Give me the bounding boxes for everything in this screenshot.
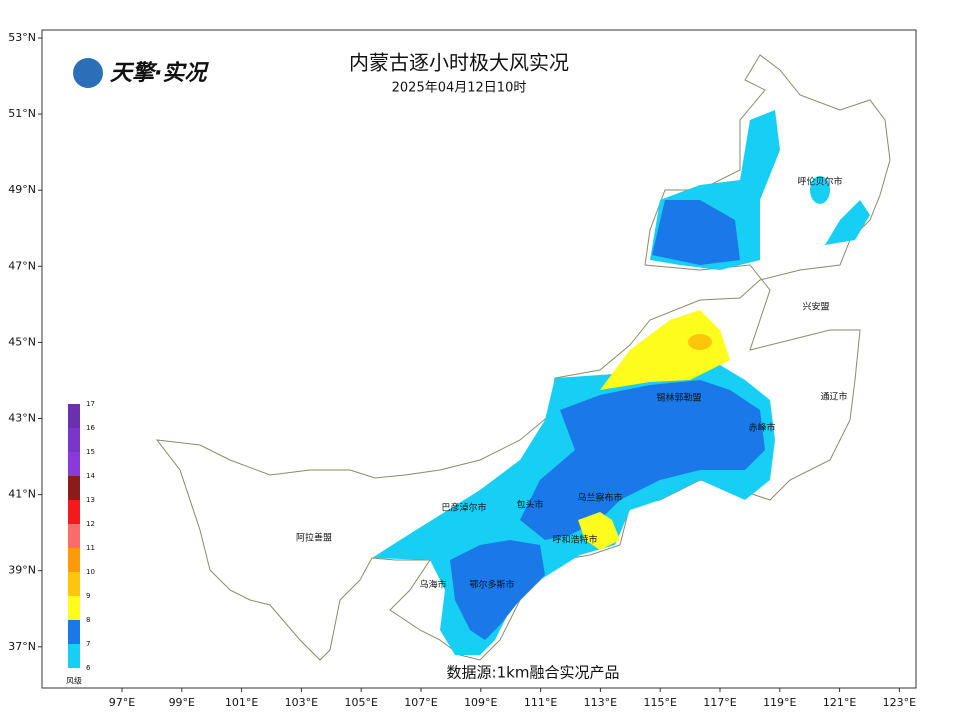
place-label: 赤峰市 — [748, 422, 775, 434]
legend-title: 风级 — [66, 676, 82, 686]
lon-label: 113°E — [584, 696, 617, 709]
wind-area — [688, 334, 712, 350]
lat-label: 39°N — [8, 564, 36, 577]
legend-label: 12 — [86, 520, 95, 528]
legend-swatch — [68, 404, 80, 428]
lon-label: 103°E — [285, 696, 318, 709]
legend-label: 14 — [86, 472, 95, 480]
map-title: 内蒙古逐小时极大风实况 — [349, 51, 569, 75]
legend-swatch — [68, 428, 80, 452]
lat-label: 49°N — [8, 183, 36, 196]
legend-swatch — [68, 452, 80, 476]
place-label: 通辽市 — [820, 391, 847, 403]
lon-label: 121°E — [823, 696, 856, 709]
legend-label: 17 — [86, 400, 95, 408]
lon-label: 117°E — [703, 696, 736, 709]
legend-label: 16 — [86, 424, 95, 432]
map-subtitle: 2025年04月12日10时 — [392, 81, 527, 96]
lat-label: 37°N — [8, 640, 36, 653]
place-label: 阿拉善盟 — [296, 532, 332, 544]
lat-label: 43°N — [8, 412, 36, 425]
legend-label: 13 — [86, 496, 95, 504]
lat-label: 53°N — [8, 31, 36, 44]
lon-label: 99°E — [169, 696, 195, 709]
lat-label: 45°N — [8, 335, 36, 348]
lon-label: 105°E — [344, 696, 377, 709]
wind-area — [450, 540, 545, 640]
lon-label: 111°E — [524, 696, 557, 709]
wind-area — [520, 380, 765, 540]
lon-label: 119°E — [763, 696, 796, 709]
lat-label: 51°N — [8, 107, 36, 120]
lon-label: 109°E — [464, 696, 497, 709]
logo-text: 天擎·实况 — [110, 60, 209, 86]
lat-label: 41°N — [8, 488, 36, 501]
lon-label: 123°E — [883, 696, 916, 709]
legend-label: 10 — [86, 568, 95, 576]
place-label: 锡林郭勒盟 — [656, 392, 701, 404]
source-note: 数据源:1km融合实况产品 — [447, 664, 620, 682]
place-label: 乌兰察布市 — [577, 492, 622, 504]
wind-area — [825, 200, 870, 245]
legend-swatch — [68, 596, 80, 620]
legend-label: 11 — [86, 544, 95, 552]
legend-swatch — [68, 548, 80, 572]
legend-swatch — [68, 620, 80, 644]
lon-label: 101°E — [225, 696, 258, 709]
lon-label: 97°E — [109, 696, 135, 709]
legend-label: 15 — [86, 448, 95, 456]
place-label: 包头市 — [516, 499, 543, 511]
legend-label: 9 — [86, 592, 90, 600]
place-label: 乌海市 — [419, 579, 446, 591]
legend-swatch — [68, 644, 80, 668]
place-label: 呼伦贝尔市 — [797, 176, 842, 188]
legend-label: 7 — [86, 640, 90, 648]
legend-swatch — [68, 524, 80, 548]
place-label: 呼和浩特市 — [552, 534, 597, 546]
place-label: 鄂尔多斯市 — [469, 579, 514, 591]
wind-area — [600, 310, 730, 390]
legend-swatch — [68, 572, 80, 596]
legend-swatch — [68, 500, 80, 524]
wind-area — [652, 200, 740, 265]
place-label: 兴安盟 — [802, 301, 829, 313]
legend-swatch — [68, 476, 80, 500]
wind-area — [578, 512, 620, 550]
map-frame — [41, 29, 917, 689]
logo-icon — [73, 58, 103, 88]
wind-area — [810, 176, 830, 204]
legend-label: 6 — [86, 664, 91, 672]
lat-label: 47°N — [8, 259, 36, 272]
lon-label: 107°E — [404, 696, 437, 709]
legend-label: 8 — [86, 616, 90, 624]
place-label: 巴彦淖尔市 — [441, 502, 486, 514]
lon-label: 115°E — [643, 696, 676, 709]
